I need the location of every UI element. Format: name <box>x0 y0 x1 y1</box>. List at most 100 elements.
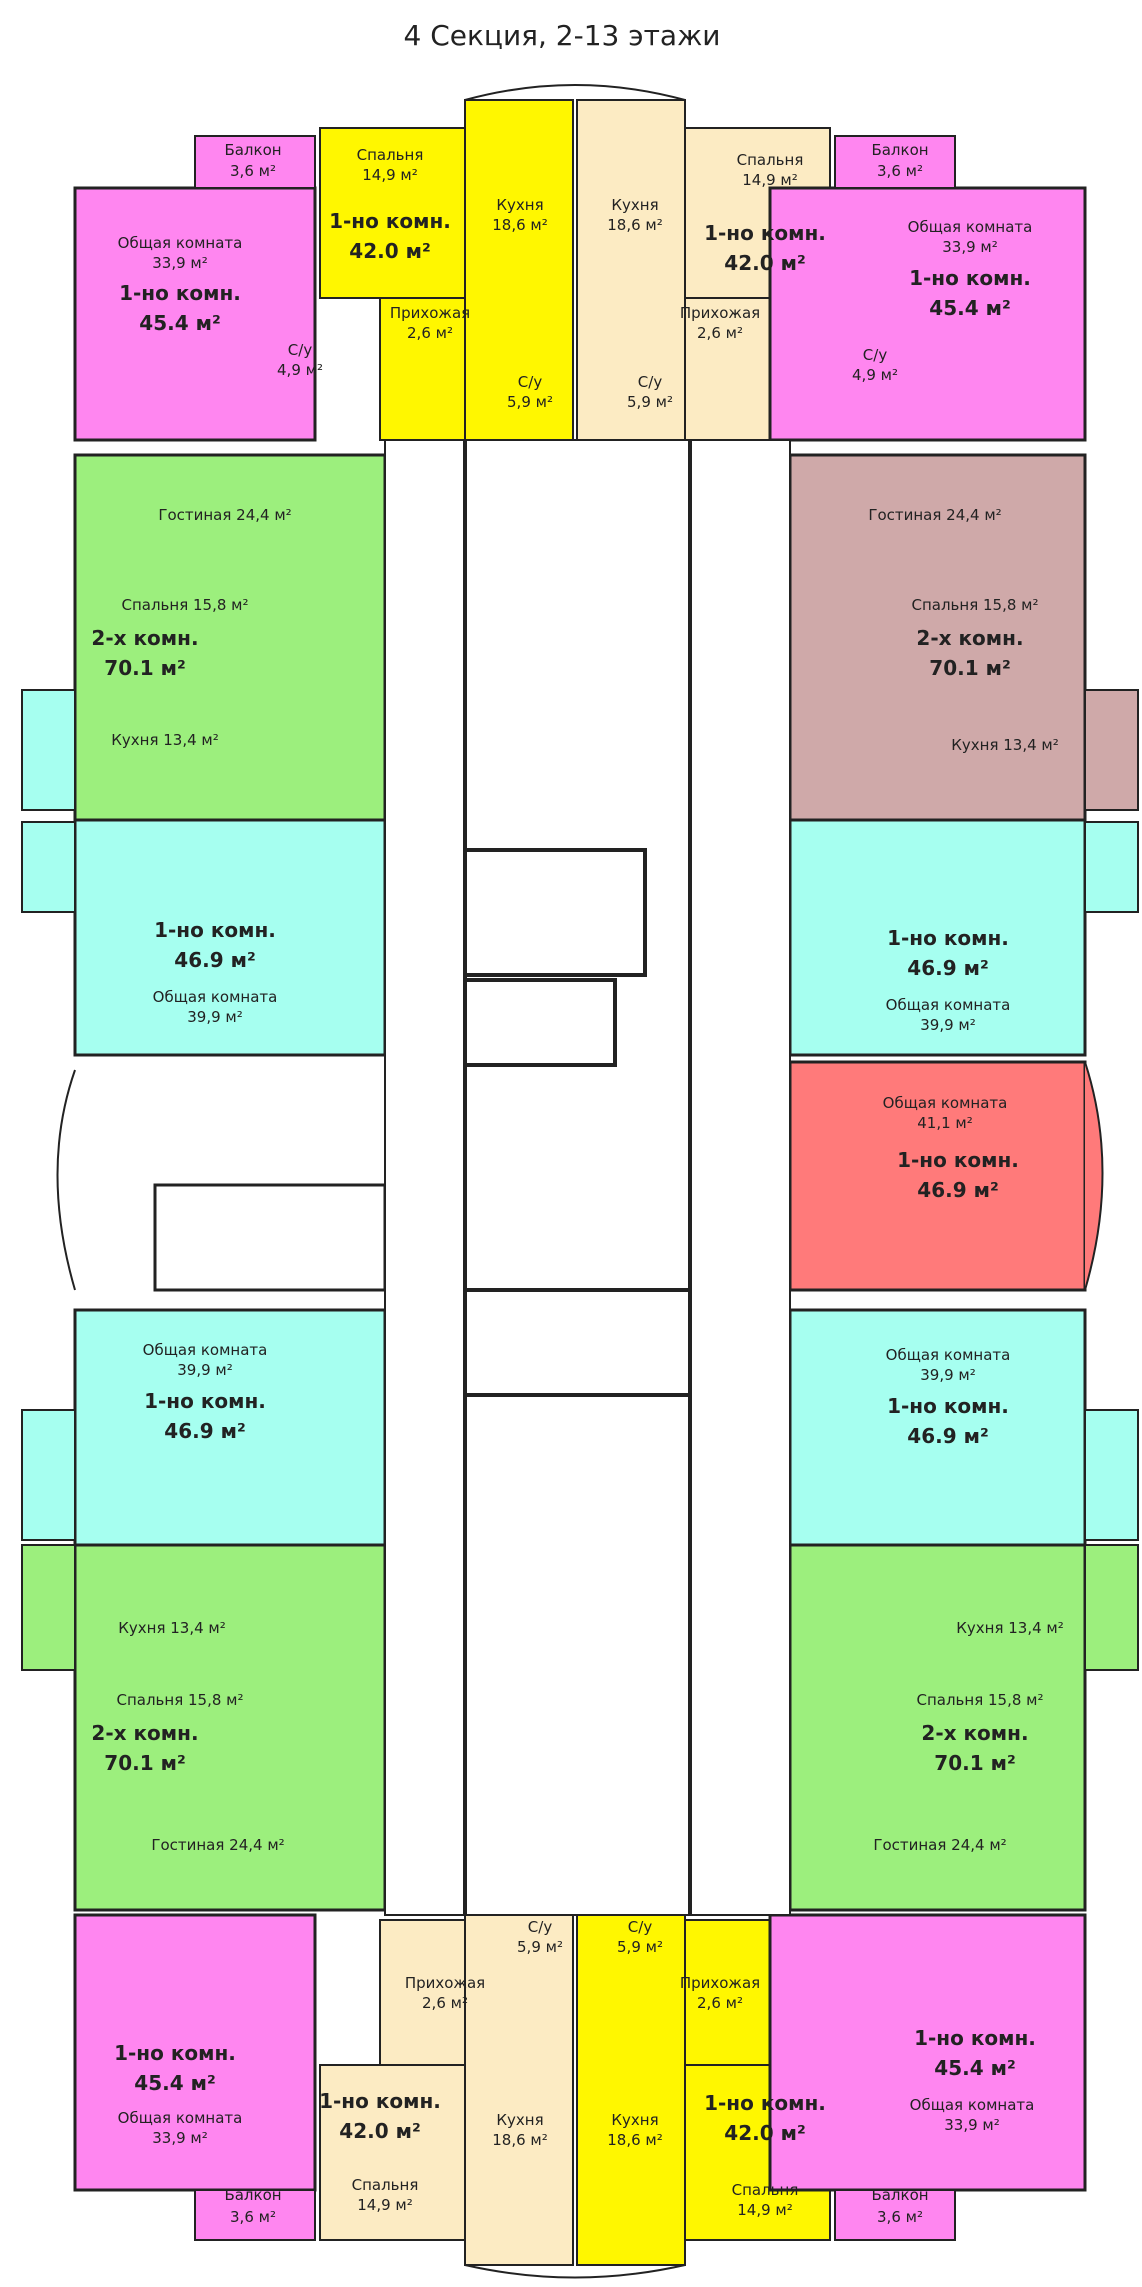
kitchen-label-tr: Кухня <box>611 196 658 214</box>
apartment-right-2room[interactable] <box>788 453 1087 822</box>
common-teal-ul: Общая комната <box>153 988 278 1006</box>
balcony-label-tl: Балкон <box>224 141 281 159</box>
hall-label-bl: Прихожая <box>405 1974 485 1992</box>
bath-label-bl: С/у <box>528 1918 553 1936</box>
apartment-bottom-left[interactable] <box>73 1913 317 2192</box>
living-ll: Гостиная 24,4 м² <box>151 1836 284 1854</box>
balcony-right-3 <box>1084 1409 1139 1541</box>
common-label-tl: Общая комната <box>118 234 243 252</box>
elevator-shaft-lower <box>463 1288 692 1397</box>
type-teal-lr: 1-но комн. <box>887 1394 1009 1418</box>
balcony-right-1 <box>1084 689 1139 811</box>
balcony-right-2 <box>1084 821 1139 913</box>
plan-title: 4 Секция, 2-13 этажи <box>403 19 720 52</box>
type-bl: 1-но комн. <box>114 2041 236 2065</box>
type-br: 1-но комн. <box>914 2026 1036 2050</box>
area-lr-2room: 70.1 м² <box>934 1751 1015 1775</box>
apartment-left-teal-upper[interactable] <box>73 818 387 1057</box>
bedroom-area-br: 14,9 м² <box>737 2201 793 2219</box>
type-lr-2room: 2-х комн. <box>921 1721 1028 1745</box>
balcony-label-br: Балкон <box>871 2186 928 2204</box>
apartment-left-2room[interactable] <box>73 453 387 822</box>
balcony-area-tr: 3,6 м² <box>877 162 923 180</box>
type-br2: 1-но комн. <box>704 2091 826 2115</box>
bedroom-label-bl: Спальня <box>352 2176 419 2194</box>
area-tl: 45.4 м² <box>139 311 220 335</box>
balcony-right-4 <box>1084 1544 1139 1671</box>
apartment-top-left[interactable] <box>73 186 317 442</box>
bedroom-left: Спальня 15,8 м² <box>122 596 249 614</box>
core-corridor <box>384 439 791 1916</box>
bedroom-area-tr: 14,9 м² <box>742 171 798 189</box>
apartment-right-red[interactable] <box>788 1060 1087 1292</box>
balcony-label-bl: Балкон <box>224 2186 281 2204</box>
area-teal-ur: 46.9 м² <box>907 956 988 980</box>
balcony-left-1 <box>21 689 76 811</box>
hall-area-tl: 2,6 м² <box>407 324 453 342</box>
area-ll-2room: 70.1 м² <box>104 1751 185 1775</box>
apartment-left-teal-lower[interactable] <box>73 1308 387 1547</box>
common-teal-ll: Общая комната <box>143 1341 268 1359</box>
living-left: Гостиная 24,4 м² <box>158 506 291 524</box>
bedroom-area-tl: 14,9 м² <box>362 166 418 184</box>
area-bl: 45.4 м² <box>134 2071 215 2095</box>
bath-area-bl: 5,9 м² <box>517 1938 563 1956</box>
kitchen-label-br: Кухня <box>611 2111 658 2129</box>
balcony-area-bl: 3,6 м² <box>230 2208 276 2226</box>
common-area-tl: 33,9 м² <box>152 254 208 272</box>
common-area-tr: 33,9 м² <box>942 238 998 256</box>
bath-area-tl: 5,9 м² <box>507 393 553 411</box>
kitchen-area-tr: 18,6 м² <box>607 216 663 234</box>
area-tr: 45.4 м² <box>929 296 1010 320</box>
common-teal-ur: Общая комната <box>886 996 1011 1014</box>
bath49-area-tr: 4,9 м² <box>852 366 898 384</box>
balcony-top-right <box>834 135 956 189</box>
bath-area-br: 5,9 м² <box>617 1938 663 1956</box>
apartment-bottom-right[interactable] <box>768 1913 1087 2192</box>
bath49-label-tr: С/у <box>863 346 888 364</box>
hall-area-bl: 2,6 м² <box>422 1994 468 2012</box>
kitchen-bottom-right <box>576 1914 686 2266</box>
bath-label-tr: С/у <box>638 373 663 391</box>
type-teal-ll: 1-но комн. <box>144 1389 266 1413</box>
common-label-tr: Общая комната <box>908 218 1033 236</box>
living-lr: Гостиная 24,4 м² <box>873 1836 1006 1854</box>
hall-bottom-left <box>379 1919 466 2066</box>
type-left-2room: 2-х комн. <box>91 626 198 650</box>
area-br2: 42.0 м² <box>724 2121 805 2145</box>
hall-label-tr: Прихожая <box>680 304 760 322</box>
bedroom-area-bl: 14,9 м² <box>357 2196 413 2214</box>
bedroom-lr: Спальня 15,8 м² <box>917 1691 1044 1709</box>
area-teal-lr: 46.9 м² <box>907 1424 988 1448</box>
area-br: 45.4 м² <box>934 2056 1015 2080</box>
area-red: 46.9 м² <box>917 1178 998 1202</box>
bath-label-br: С/у <box>628 1918 653 1936</box>
kitchen-label-bl: Кухня <box>496 2111 543 2129</box>
kitchen-top-left <box>464 99 574 441</box>
area-teal-ul: 46.9 м² <box>174 948 255 972</box>
kitchen-area-br: 18,6 м² <box>607 2131 663 2149</box>
kitchen-right: Кухня 13,4 м² <box>951 736 1059 754</box>
bedroom-label-tr: Спальня <box>737 151 804 169</box>
common-teal-lr: Общая комната <box>886 1346 1011 1364</box>
kitchen-left: Кухня 13,4 м² <box>111 731 219 749</box>
kitchen-top-right <box>576 99 686 441</box>
common-area-br: 33,9 м² <box>944 2116 1000 2134</box>
bedroom-label-tl: Спальня <box>357 146 424 164</box>
balcony-left-3 <box>21 1409 76 1541</box>
type-teal-ur: 1-но комн. <box>887 926 1009 950</box>
hall-bottom-right <box>684 1919 771 2066</box>
kitchen-ll: Кухня 13,4 м² <box>118 1619 226 1637</box>
area-tl2: 42.0 м² <box>349 239 430 263</box>
stairwell-core <box>463 848 647 977</box>
kitchen-label-tl: Кухня <box>496 196 543 214</box>
hall-label-br: Прихожая <box>680 1974 760 1992</box>
apartment-right-teal-upper[interactable] <box>788 818 1087 1057</box>
type-red: 1-но комн. <box>897 1148 1019 1172</box>
apartment-top-right[interactable] <box>768 186 1087 442</box>
balcony-bottom-right <box>834 2189 956 2241</box>
kitchen-area-tl: 18,6 м² <box>492 216 548 234</box>
apartment-left-2room-lower[interactable] <box>73 1543 387 1912</box>
area-bl2: 42.0 м² <box>339 2119 420 2143</box>
